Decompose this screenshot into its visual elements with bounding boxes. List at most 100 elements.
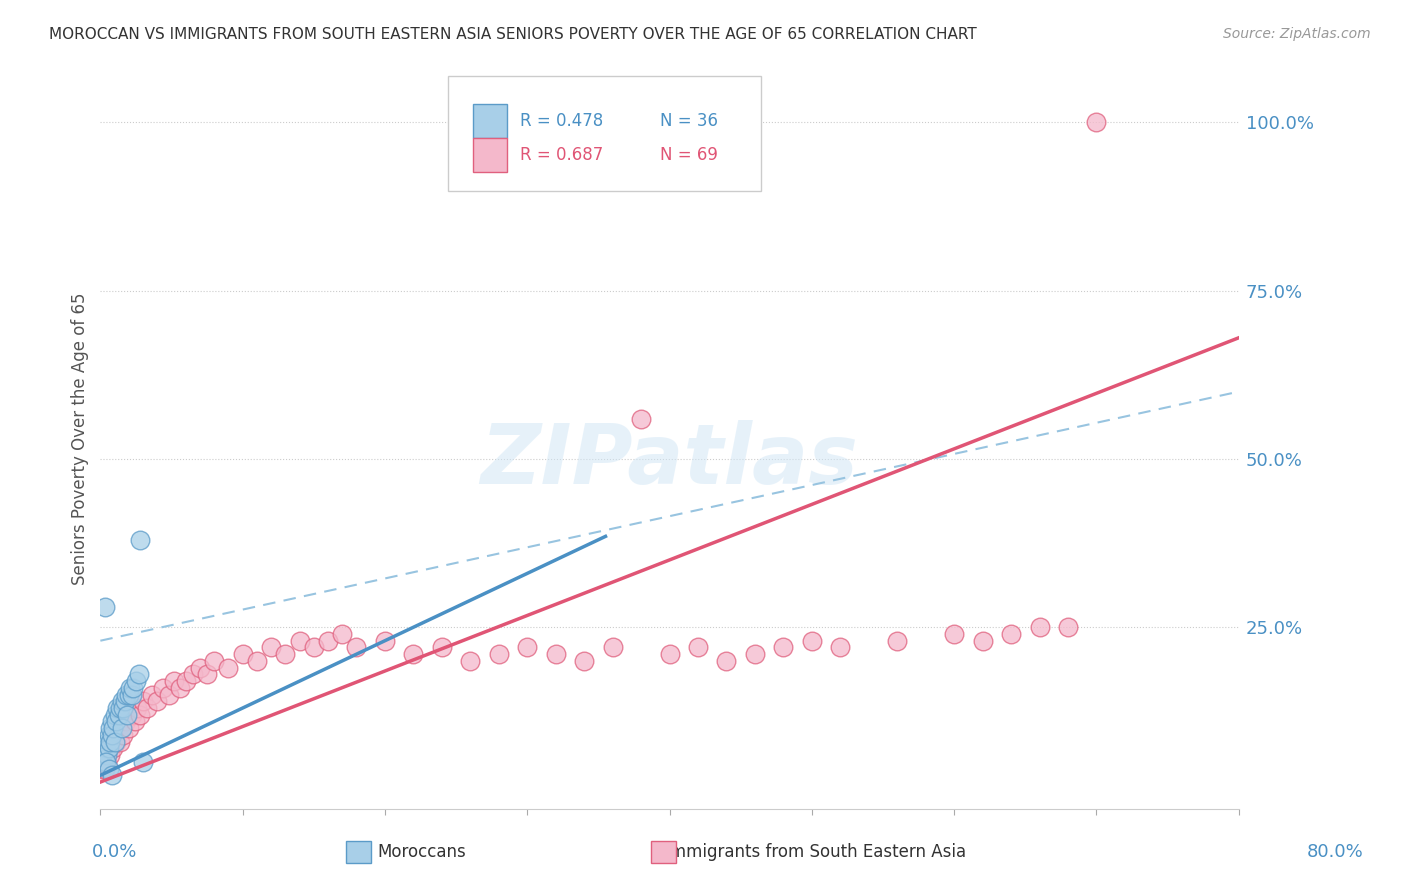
Point xyxy=(108,721,131,735)
Point xyxy=(346,640,368,655)
Point xyxy=(1000,627,1022,641)
Point xyxy=(1057,620,1080,634)
Point xyxy=(374,633,396,648)
Text: R = 0.478: R = 0.478 xyxy=(520,112,603,130)
Point xyxy=(132,755,155,769)
Point xyxy=(100,768,122,782)
Point xyxy=(93,600,115,615)
Point xyxy=(602,640,624,655)
Y-axis label: Seniors Poverty Over the Age of 65: Seniors Poverty Over the Age of 65 xyxy=(72,293,89,585)
Point xyxy=(316,633,339,648)
Point xyxy=(202,654,225,668)
FancyBboxPatch shape xyxy=(472,104,506,138)
Point xyxy=(232,647,254,661)
Text: Moroccans: Moroccans xyxy=(377,843,467,861)
Point xyxy=(107,728,129,742)
Point xyxy=(124,714,146,729)
Point xyxy=(96,748,118,763)
Point xyxy=(630,411,652,425)
Text: MOROCCAN VS IMMIGRANTS FROM SOUTH EASTERN ASIA SENIORS POVERTY OVER THE AGE OF 6: MOROCCAN VS IMMIGRANTS FROM SOUTH EASTER… xyxy=(49,27,977,42)
Point xyxy=(111,694,134,708)
Point xyxy=(103,728,125,742)
Point xyxy=(886,633,908,648)
Point xyxy=(91,755,114,769)
Text: Immigrants from South Eastern Asia: Immigrants from South Eastern Asia xyxy=(665,843,966,861)
Point xyxy=(146,694,169,708)
Point xyxy=(686,640,709,655)
Point xyxy=(105,714,128,729)
Text: R = 0.687: R = 0.687 xyxy=(520,146,603,164)
Point xyxy=(128,667,150,681)
Point xyxy=(91,748,114,763)
Point xyxy=(195,667,218,681)
Point xyxy=(97,728,120,742)
Point xyxy=(141,688,163,702)
Point xyxy=(430,640,453,655)
Point xyxy=(108,707,131,722)
Point xyxy=(174,674,197,689)
Point xyxy=(121,688,143,702)
Point xyxy=(112,728,135,742)
Point xyxy=(114,694,136,708)
Point xyxy=(800,633,823,648)
Point xyxy=(830,640,852,655)
Point xyxy=(94,755,117,769)
Point xyxy=(716,654,738,668)
Point xyxy=(93,755,115,769)
Point xyxy=(112,701,135,715)
Point xyxy=(132,694,155,708)
Point xyxy=(152,681,174,695)
Text: N = 69: N = 69 xyxy=(661,146,718,164)
Text: N = 36: N = 36 xyxy=(661,112,718,130)
Point xyxy=(188,660,211,674)
Point xyxy=(110,701,132,715)
Point xyxy=(115,688,138,702)
Point xyxy=(111,721,134,735)
Point xyxy=(274,647,297,661)
Point xyxy=(181,667,204,681)
Point xyxy=(97,741,120,756)
Text: ZIPatlas: ZIPatlas xyxy=(481,420,859,501)
Text: 80.0%: 80.0% xyxy=(1308,843,1364,861)
Point xyxy=(98,748,121,763)
Point xyxy=(111,721,134,735)
Point xyxy=(772,640,794,655)
Point xyxy=(544,647,567,661)
Point xyxy=(402,647,425,661)
Point xyxy=(103,734,125,748)
Point xyxy=(98,734,121,748)
Point xyxy=(100,728,122,742)
Point xyxy=(943,627,966,641)
Point xyxy=(972,633,994,648)
Point xyxy=(100,714,122,729)
Point xyxy=(127,701,149,715)
Point xyxy=(118,688,141,702)
Point xyxy=(94,741,117,756)
Point xyxy=(157,688,180,702)
Point xyxy=(121,707,143,722)
Point xyxy=(330,627,353,641)
Point xyxy=(122,681,145,695)
Point xyxy=(163,674,186,689)
Point xyxy=(101,721,124,735)
FancyBboxPatch shape xyxy=(472,138,506,172)
FancyBboxPatch shape xyxy=(447,76,761,191)
Point xyxy=(125,674,148,689)
Point xyxy=(246,654,269,668)
Point xyxy=(110,734,132,748)
Point xyxy=(460,654,482,668)
Point xyxy=(169,681,191,695)
Point xyxy=(117,707,139,722)
Point xyxy=(100,734,122,748)
Point xyxy=(98,721,121,735)
Point xyxy=(1085,115,1108,129)
Point xyxy=(288,633,311,648)
Point xyxy=(93,762,115,776)
Point xyxy=(118,721,141,735)
Point xyxy=(96,734,118,748)
Point xyxy=(96,755,118,769)
Point xyxy=(94,748,117,763)
Point xyxy=(97,762,120,776)
Point xyxy=(120,681,142,695)
Point xyxy=(129,707,152,722)
